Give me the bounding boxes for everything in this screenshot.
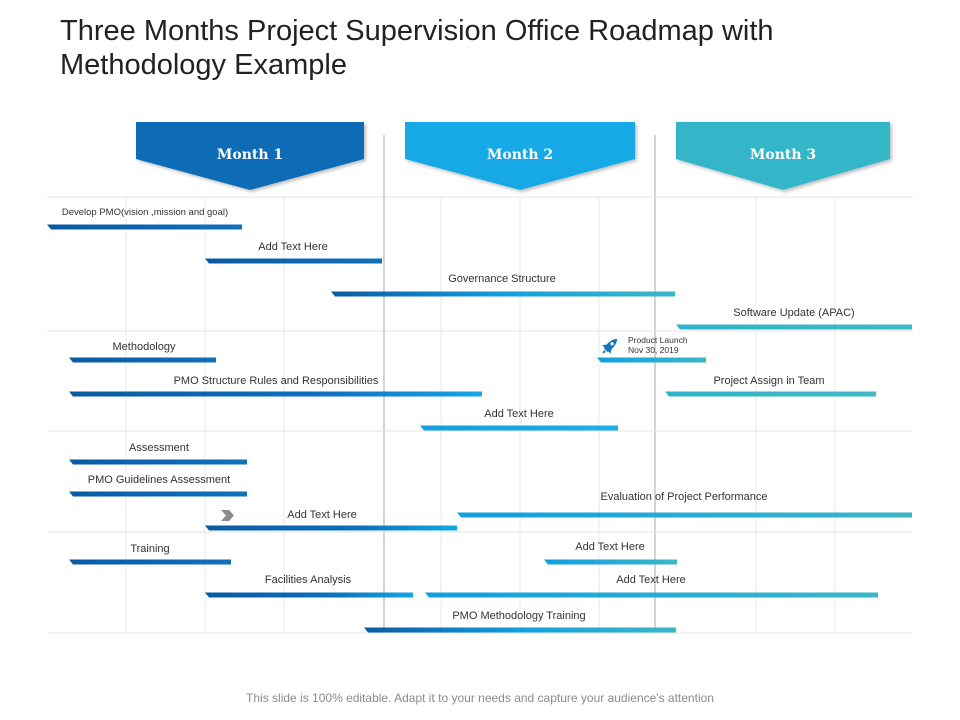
footer-note: This slide is 100% editable. Adapt it to…	[246, 691, 714, 705]
task-label: Add Text Here	[287, 509, 357, 521]
task-pmo-methodology-training: PMO Methodology Training	[364, 610, 676, 633]
task-label: Add Text Here	[258, 241, 328, 253]
task-label: Software Update (APAC)	[733, 307, 854, 319]
task-label: Methodology	[113, 341, 176, 353]
rocket-icon	[602, 338, 618, 354]
task-label: Facilities Analysis	[265, 574, 352, 586]
month-header-2: Month 2	[405, 122, 635, 190]
task-label: PMO Methodology Training	[452, 610, 585, 622]
task-add-text-2: Add Text Here	[420, 408, 618, 431]
month-header-shape	[136, 122, 364, 190]
month-header-3: Month 3	[676, 122, 890, 190]
chevron-right-icon	[221, 510, 234, 521]
task-bar	[205, 258, 382, 264]
task-label: Add Text Here	[575, 541, 645, 553]
task-label: Add Text Here	[616, 574, 686, 586]
task-bar	[676, 324, 912, 330]
task-add-text-5: Add Text Here	[425, 574, 878, 598]
task-bar	[331, 291, 675, 297]
month-header-label: Month 3	[750, 147, 816, 163]
task-pmo-guidelines: PMO Guidelines Assessment	[69, 474, 247, 497]
task-bar	[69, 357, 216, 363]
task-bar	[69, 559, 231, 565]
month-dividers	[383, 135, 656, 633]
task-bar	[457, 512, 912, 518]
task-label: Add Text Here	[484, 408, 554, 420]
task-pmo-structure-rules: PMO Structure Rules and Responsibilities	[69, 375, 482, 397]
task-bar	[69, 391, 482, 397]
task-bar	[544, 559, 677, 565]
task-label: PMO Structure Rules and Responsibilities	[174, 375, 379, 387]
task-bar	[205, 525, 457, 531]
milestone-product-launch: Product Launch Nov 30, 2019	[602, 335, 688, 355]
task-label: Assessment	[129, 442, 189, 454]
task-label: Develop PMO(vision ,mission and goal)	[62, 207, 228, 218]
task-bar	[665, 391, 876, 397]
horizontal-gridlines	[47, 196, 913, 634]
task-facilities-analysis: Facilities Analysis	[205, 574, 413, 598]
task-add-text-1: Add Text Here	[205, 241, 382, 264]
task-bar	[597, 357, 706, 363]
milestone-label: Product Launch	[628, 335, 688, 345]
task-bar	[425, 592, 878, 598]
task-bar	[47, 224, 242, 230]
task-governance-structure: Governance Structure	[331, 273, 675, 297]
task-bar	[420, 425, 618, 431]
task-label: Evaluation of Project Performance	[601, 491, 768, 503]
month-header-label: Month 1	[217, 147, 283, 163]
page-title: Three Months Project Supervision Office …	[60, 15, 774, 81]
month-header-shape	[676, 122, 890, 190]
month-header-shape	[405, 122, 635, 190]
task-assessment: Assessment	[69, 442, 247, 465]
task-develop-pmo: Develop PMO(vision ,mission and goal)	[47, 207, 242, 230]
milestone-date: Nov 30, 2019	[628, 345, 679, 355]
task-software-update: Software Update (APAC)	[676, 307, 912, 330]
task-label: Training	[130, 543, 169, 555]
task-evaluation: Evaluation of Project Performance	[457, 491, 912, 518]
task-product-launch	[597, 357, 706, 363]
task-add-text-3: Add Text Here	[205, 509, 457, 531]
month-header-label: Month 2	[487, 147, 553, 163]
task-label: Project Assign in Team	[713, 375, 824, 387]
task-bar	[364, 627, 676, 633]
task-bar	[69, 459, 247, 465]
task-bar	[69, 491, 247, 497]
task-bar	[205, 592, 413, 598]
month-header-1: Month 1	[136, 122, 364, 190]
task-label: Governance Structure	[448, 273, 556, 285]
task-bars: Develop PMO(vision ,mission and goal) Ad…	[47, 207, 912, 633]
task-project-assign: Project Assign in Team	[665, 375, 876, 397]
vertical-gridlines	[125, 197, 836, 633]
task-methodology: Methodology	[69, 341, 216, 363]
task-training: Training	[69, 543, 231, 565]
task-add-text-4: Add Text Here	[544, 541, 677, 565]
task-label: PMO Guidelines Assessment	[88, 474, 230, 486]
